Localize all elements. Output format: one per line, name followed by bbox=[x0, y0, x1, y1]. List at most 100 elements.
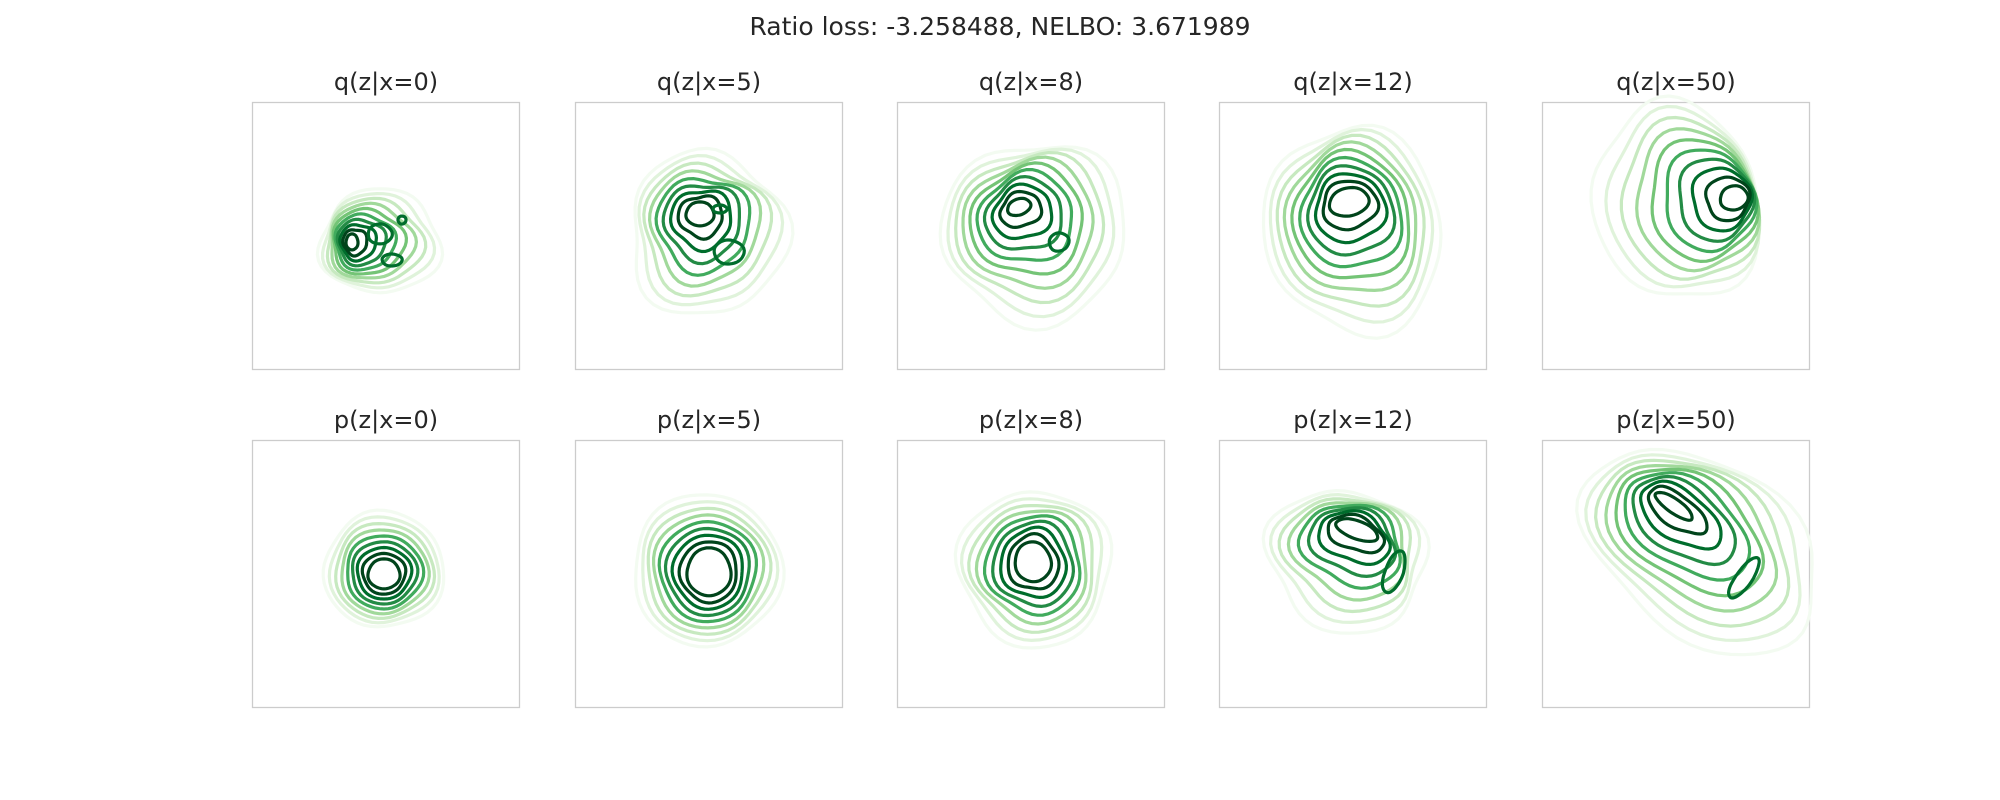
contour-level-7 bbox=[1690, 166, 1754, 233]
panel-title: p(z|x=0) bbox=[333, 406, 439, 434]
contour-peak-0 bbox=[366, 557, 402, 591]
contour-plot bbox=[1541, 94, 1811, 371]
contour-level-3 bbox=[1286, 501, 1406, 602]
contour-peak-0 bbox=[1327, 185, 1371, 218]
contour-level-3 bbox=[330, 201, 419, 280]
contour-peak-0 bbox=[1718, 184, 1750, 212]
contour-level-0 bbox=[633, 146, 795, 315]
contour-level-3 bbox=[652, 513, 766, 630]
contour-level-1 bbox=[637, 153, 785, 307]
contour-peak-3 bbox=[396, 214, 408, 226]
panel-p-x5: p(z|x=5) bbox=[574, 406, 844, 709]
contour-level-5 bbox=[1306, 506, 1398, 579]
contour-level-5 bbox=[1665, 148, 1759, 254]
panel-q-x8: q(z|x=8) bbox=[896, 68, 1166, 371]
contour-plot bbox=[574, 439, 844, 709]
contour-level-6 bbox=[1631, 474, 1737, 567]
contour-level-4 bbox=[657, 519, 759, 624]
contour-level-3 bbox=[1604, 463, 1779, 613]
contour-level-5 bbox=[1298, 155, 1404, 269]
contour-level-7 bbox=[360, 551, 408, 596]
panel-p-x50: p(z|x=50) bbox=[1541, 406, 1814, 709]
axes-frame bbox=[1541, 101, 1811, 371]
contour-level-5 bbox=[351, 540, 420, 606]
contour-plot bbox=[1218, 439, 1488, 709]
contour-peak-0 bbox=[344, 232, 360, 252]
contour-plot bbox=[1218, 101, 1488, 371]
contour-level-3 bbox=[961, 155, 1095, 290]
contour-level-3 bbox=[340, 528, 431, 616]
panel-title: p(z|x=5) bbox=[656, 406, 762, 434]
contour-level-1 bbox=[1268, 127, 1435, 324]
contour-peak-1 bbox=[1726, 555, 1761, 600]
contour-level-6 bbox=[355, 545, 414, 601]
contour-peak-0 bbox=[1013, 540, 1054, 584]
contour-peak-1 bbox=[366, 222, 394, 246]
contour-level-1 bbox=[1604, 104, 1761, 289]
contour-level-2 bbox=[1275, 133, 1426, 308]
contour-level-6 bbox=[982, 174, 1063, 251]
figure-suptitle: Ratio loss: -3.258488, NELBO: 3.671989 bbox=[749, 12, 1251, 41]
contour-level-0 bbox=[321, 508, 446, 629]
contour-level-8 bbox=[1321, 179, 1381, 232]
contour-level-0 bbox=[1261, 488, 1431, 635]
contour-plot bbox=[251, 439, 521, 709]
contour-level-2 bbox=[642, 161, 774, 298]
contour-plot bbox=[574, 101, 844, 371]
contour-peak-0 bbox=[1005, 196, 1033, 218]
contour-level-0 bbox=[634, 493, 786, 649]
contour-level-7 bbox=[677, 540, 738, 605]
contour-level-2 bbox=[646, 506, 773, 636]
panel-title: p(z|x=12) bbox=[1293, 406, 1413, 434]
contour-peak-2 bbox=[380, 252, 404, 268]
contour-level-7 bbox=[1326, 512, 1387, 555]
panel-q-x12: q(z|x=12) bbox=[1218, 68, 1488, 371]
contour-level-8 bbox=[998, 189, 1044, 230]
panel-title: q(z|x=50) bbox=[1616, 68, 1736, 96]
contour-level-1 bbox=[959, 497, 1104, 643]
axes-frame bbox=[1541, 439, 1811, 709]
contour-level-3 bbox=[974, 509, 1088, 626]
panel-title: p(z|x=8) bbox=[978, 406, 1084, 434]
contour-level-6 bbox=[1306, 164, 1397, 257]
contour-level-5 bbox=[663, 526, 751, 618]
contour-level-5 bbox=[991, 519, 1076, 609]
axes-frame bbox=[574, 101, 844, 371]
contour-level-4 bbox=[968, 161, 1084, 276]
axes-frame bbox=[251, 439, 521, 709]
contour-plot bbox=[896, 439, 1166, 709]
panel-p-x0: p(z|x=0) bbox=[251, 406, 521, 709]
axes-frame bbox=[251, 101, 521, 371]
contour-level-8 bbox=[1646, 484, 1709, 536]
panel-q-x0: q(z|x=0) bbox=[251, 68, 521, 371]
contour-peak-0 bbox=[684, 200, 716, 228]
contour-peak-1 bbox=[711, 203, 729, 215]
contour-level-3 bbox=[1282, 140, 1418, 293]
contour-level-4 bbox=[1650, 138, 1760, 264]
contour-level-1 bbox=[327, 515, 441, 625]
contour-level-7 bbox=[1638, 479, 1723, 551]
panel-title: p(z|x=50) bbox=[1616, 406, 1736, 434]
axes-frame bbox=[574, 439, 844, 709]
panel-title: q(z|x=12) bbox=[1293, 68, 1413, 96]
contour-level-7 bbox=[676, 194, 724, 241]
contour-level-8 bbox=[1704, 175, 1752, 223]
contour-level-6 bbox=[670, 533, 744, 611]
contour-peak-0 bbox=[685, 546, 733, 598]
panel-title: q(z|x=5) bbox=[656, 68, 762, 96]
contour-level-4 bbox=[346, 534, 426, 611]
contour-plot bbox=[251, 101, 521, 371]
contour-level-7 bbox=[1006, 531, 1061, 591]
contour-level-2 bbox=[967, 504, 1094, 634]
contour-level-6 bbox=[1677, 157, 1757, 243]
contour-peak-1 bbox=[1047, 231, 1071, 253]
contour-level-4 bbox=[1614, 467, 1766, 598]
contour-level-0 bbox=[315, 187, 445, 295]
panel-p-x12: p(z|x=12) bbox=[1218, 406, 1488, 709]
contour-peak-1 bbox=[1380, 549, 1407, 595]
contour-plot bbox=[896, 101, 1166, 371]
panel-title: q(z|x=0) bbox=[333, 68, 439, 96]
contour-peak-2 bbox=[712, 238, 746, 266]
axes-frame bbox=[1218, 101, 1488, 371]
contour-level-4 bbox=[983, 514, 1082, 617]
